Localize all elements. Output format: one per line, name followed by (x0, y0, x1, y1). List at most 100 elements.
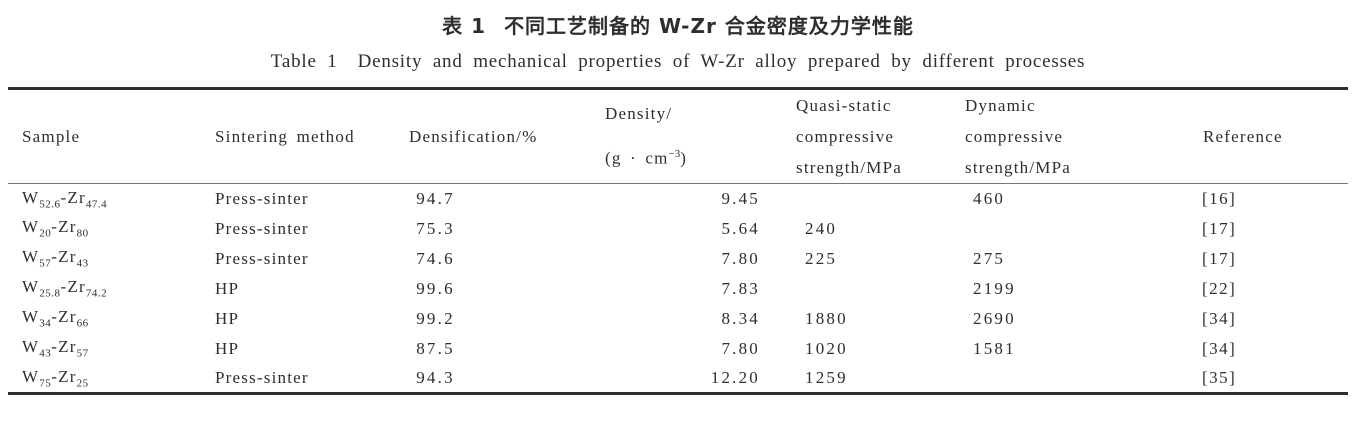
subscript: 25 (76, 376, 89, 389)
density-cell: 7.80 (721, 338, 760, 358)
subscript: 75 (39, 376, 52, 389)
densification-cell: 99.2 (416, 308, 455, 328)
table-body: W52.6-Zr47.4 Press-sinter 94.7 9.45 460 [16] W… (8, 184, 1348, 394)
reference-cell: [17] (1202, 218, 1237, 238)
col-header-densification: Densification/% (383, 88, 538, 184)
element-symbol: -Zr (51, 247, 77, 267)
dynamic-cell: 2199 (973, 278, 1016, 298)
table-row: W25.8-Zr74.2 HP 99.6 7.83 2199 [22] (8, 274, 1348, 304)
sample-cell: W25.8-Zr74.2 (8, 274, 198, 304)
element-symbol: -Zr (51, 337, 77, 357)
dynamic-cell: 275 (973, 248, 1006, 268)
densification-cell: 87.5 (416, 338, 455, 358)
reference-cell: [34] (1202, 338, 1237, 358)
densification-cell: 94.7 (416, 188, 455, 208)
sintering-method-cell: Press-sinter (215, 218, 309, 238)
dynamic-cell: 1581 (973, 338, 1016, 358)
quasi-static-cell: 240 (805, 218, 838, 238)
element-symbol: W (22, 217, 40, 237)
density-cell: 7.83 (721, 278, 760, 298)
reference-cell: [22] (1202, 278, 1237, 298)
quasi-static-header-line2: compressive (796, 127, 895, 146)
dynamic-header-line2: compressive (965, 127, 1064, 146)
subscript: 43 (76, 257, 89, 270)
col-header-sample: Sample (8, 88, 198, 184)
sample-cell: W34-Zr66 (8, 304, 198, 334)
element-symbol: -Zr (51, 366, 77, 386)
sintering-method-cell: Press-sinter (215, 188, 309, 208)
subscript: 74.2 (85, 287, 108, 300)
dynamic-header-line1: Dynamic (965, 96, 1036, 115)
sample-cell: W20-Zr80 (8, 214, 198, 244)
element-symbol: W (22, 277, 40, 297)
element-symbol: -Zr (51, 217, 77, 237)
quasi-static-cell: 1259 (805, 367, 848, 387)
density-cell: 5.64 (721, 218, 760, 238)
col-header-reference: Reference (1190, 88, 1348, 184)
sintering-method-cell: HP (215, 278, 240, 298)
subscript: 80 (76, 227, 89, 240)
table-row: W57-Zr43 Press-sinter 74.6 7.80 225 275 [17] (8, 244, 1348, 274)
reference-cell: [34] (1202, 308, 1237, 328)
subscript: 47.4 (85, 197, 108, 210)
sample-cell: W52.6-Zr47.4 (8, 184, 198, 214)
densification-cell: 74.6 (416, 248, 455, 268)
element-symbol: W (22, 307, 40, 327)
header-row: Sample Sintering method Densification/% … (8, 88, 1348, 184)
quasi-static-header-line3: strength/MPa (796, 158, 903, 177)
table-title-en-text: Density and mechanical properties of W-Z… (357, 51, 1086, 72)
quasi-static-header-line1: Quasi-static (796, 96, 892, 115)
table-number-cn: 表 1 (442, 14, 487, 38)
density-cell: 7.80 (721, 248, 760, 268)
sintering-method-cell: Press-sinter (215, 367, 309, 387)
col-header-sample-label: Sample (22, 127, 81, 146)
table-row: W34-Zr66 HP 99.2 8.34 1880 2690 [34] (8, 304, 1348, 334)
element-symbol: -Zr (51, 307, 77, 327)
dynamic-cell: 2690 (973, 308, 1016, 328)
table-row: W52.6-Zr47.4 Press-sinter 94.7 9.45 460 [16] (8, 184, 1348, 214)
element-symbol: W (22, 187, 40, 207)
densification-cell: 99.6 (416, 278, 455, 298)
subscript: 34 (39, 317, 52, 330)
density-header-line2: (g · cm−3) (605, 134, 790, 179)
subscript: 20 (39, 227, 52, 240)
element-symbol: -Zr (60, 187, 86, 207)
quasi-static-cell: 1020 (805, 338, 848, 358)
dynamic-cell (965, 214, 1190, 244)
subscript: 52.6 (39, 197, 61, 210)
quasi-static-cell (790, 274, 965, 304)
quasi-static-cell: 225 (805, 248, 838, 268)
col-header-densification-label: Densification/% (409, 127, 538, 146)
subscript: 57 (76, 347, 89, 360)
table-row: W20-Zr80 Press-sinter 75.3 5.64 240 [17] (8, 214, 1348, 244)
table-titles: 表 1 不同工艺制备的 W-Zr 合金密度及力学性能 Table 1 Density… (0, 10, 1356, 73)
table-title-en: Table 1 Density and mechanical properties… (0, 51, 1356, 73)
col-header-density: Density/ (g · cm−3) (488, 88, 790, 184)
sintering-method-cell: Press-sinter (215, 248, 309, 268)
reference-cell: [17] (1202, 248, 1237, 268)
sample-cell: W75-Zr25 (8, 364, 198, 394)
table-row: W43-Zr57 HP 87.5 7.80 1020 1581 [34] (8, 334, 1348, 364)
subscript: 57 (39, 257, 52, 270)
density-cell: 9.45 (721, 188, 760, 208)
dynamic-header-line3: strength/MPa (965, 158, 1072, 177)
table-number-en: Table 1 (270, 51, 338, 72)
density-header-line1: Density/ (605, 104, 673, 124)
col-header-dynamic: Dynamic compressive strength/MPa (965, 88, 1190, 184)
quasi-static-cell: 1880 (805, 308, 848, 328)
sample-cell: W57-Zr43 (8, 244, 198, 274)
col-header-sintering-method-label: Sintering method (215, 127, 355, 146)
element-symbol: W (22, 247, 40, 267)
subscript: 25.8 (39, 287, 61, 300)
density-cell: 12.20 (710, 367, 760, 387)
element-symbol: W (22, 366, 40, 386)
density-unit-exponent: −3 (668, 148, 681, 161)
dynamic-cell: 460 (973, 188, 1006, 208)
col-header-sintering-method: Sintering method (198, 88, 383, 184)
density-unit-post: ) (680, 148, 688, 168)
dynamic-cell (965, 364, 1190, 394)
reference-cell: [35] (1202, 367, 1237, 387)
table-header: Sample Sintering method Densification/% … (8, 88, 1348, 184)
data-table: Sample Sintering method Densification/% … (8, 87, 1348, 395)
reference-cell: [16] (1202, 188, 1237, 208)
